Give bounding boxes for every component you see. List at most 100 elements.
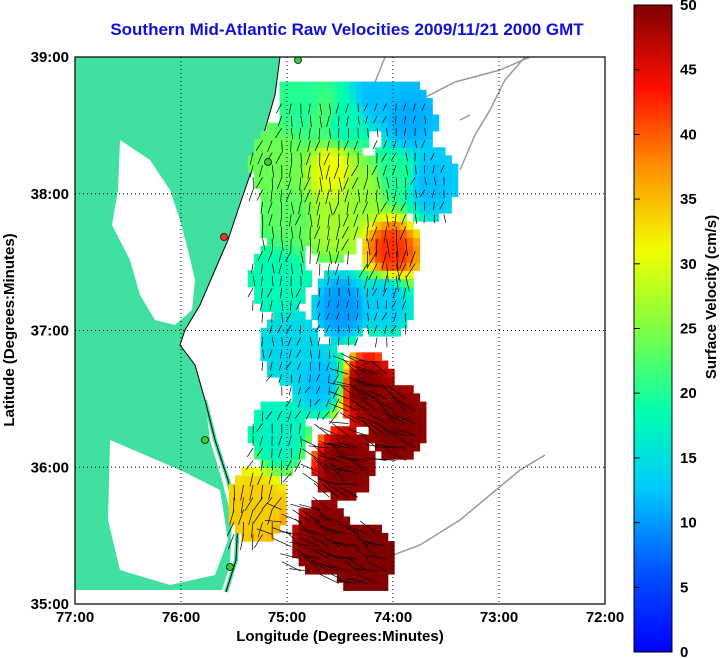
velocity-cell — [285, 130, 293, 140]
velocity-cell — [400, 89, 408, 99]
velocity-cell — [279, 500, 287, 509]
velocity-vector — [346, 577, 368, 584]
velocity-cell — [292, 409, 300, 419]
velocity-vector — [335, 103, 340, 114]
velocity-vector — [321, 484, 340, 498]
velocity-cell — [374, 352, 382, 362]
velocity-cell — [273, 139, 281, 148]
velocity-cell — [387, 368, 395, 378]
velocity-cell — [292, 442, 300, 452]
velocity-cell — [285, 98, 293, 107]
velocity-cell — [298, 401, 306, 411]
velocity-vector — [296, 140, 302, 152]
velocity-vector — [271, 164, 275, 178]
velocity-vector — [319, 573, 340, 584]
velocity-cell — [368, 188, 376, 198]
velocity-cell — [374, 434, 382, 444]
velocity-cell — [330, 508, 338, 518]
velocity-cell — [330, 549, 338, 559]
velocity-vector — [278, 251, 283, 263]
velocity-cell — [260, 253, 268, 263]
velocity-cell — [368, 311, 376, 321]
velocity-cell — [413, 89, 421, 99]
velocity-vector — [375, 337, 378, 348]
velocity-cell — [387, 426, 395, 436]
velocity-cell — [279, 335, 287, 345]
velocity-cell — [362, 253, 370, 263]
velocity-cell — [368, 368, 376, 378]
velocity-vector — [270, 361, 273, 371]
velocity-vector — [376, 201, 380, 215]
velocity-cell — [368, 286, 376, 296]
velocity-vector — [271, 263, 275, 274]
velocity-cell — [324, 475, 332, 485]
velocity-cell — [298, 360, 306, 370]
velocity-cell — [362, 352, 370, 362]
velocity-cell — [324, 327, 332, 337]
velocity-vector — [334, 263, 340, 276]
velocity-cell — [343, 573, 351, 583]
velocity-cell — [279, 212, 287, 222]
velocity-cell — [343, 319, 351, 329]
velocity-vector — [326, 361, 330, 371]
velocity-cell — [381, 89, 389, 99]
velocity-vector — [314, 398, 321, 406]
velocity-cell — [381, 122, 389, 132]
velocity-cell — [285, 278, 293, 288]
velocity-vector — [261, 361, 263, 372]
velocity-cell — [413, 409, 421, 419]
velocity-vector — [317, 337, 321, 346]
velocity-vector — [299, 325, 302, 335]
velocity-cell — [273, 212, 281, 222]
velocity-cell — [228, 508, 236, 518]
velocity-cell — [279, 344, 287, 353]
velocity-cell — [362, 549, 370, 559]
velocity-cell — [266, 434, 274, 444]
velocity-vector — [336, 483, 359, 486]
velocity-cell — [425, 188, 433, 198]
velocity-cell — [324, 171, 332, 181]
velocity-vector — [365, 384, 387, 387]
velocity-cell — [317, 459, 325, 468]
velocity-vector — [358, 360, 378, 363]
velocity-cell — [317, 532, 325, 542]
velocity-cell — [413, 393, 421, 403]
velocity-cell — [413, 204, 421, 214]
velocity-cell — [400, 229, 408, 239]
velocity-cell — [260, 270, 268, 280]
velocity-cell — [273, 163, 281, 173]
velocity-vector — [255, 177, 263, 189]
velocity-cell — [336, 163, 344, 173]
velocity-cell — [374, 188, 382, 198]
velocity-cell — [387, 106, 395, 116]
velocity-cell — [406, 278, 414, 288]
velocity-vector — [288, 349, 292, 359]
velocity-cell — [292, 393, 300, 403]
velocity-cell — [413, 147, 421, 157]
velocity-vector — [376, 177, 380, 189]
velocity-cell — [381, 139, 389, 148]
velocity-vector — [327, 540, 349, 547]
velocity-cell — [298, 524, 306, 534]
velocity-cell — [387, 565, 395, 575]
velocity-cell — [336, 573, 344, 583]
velocity-cell — [324, 122, 332, 132]
velocity-cell — [349, 278, 357, 288]
velocity-cell — [362, 409, 370, 419]
velocity-vector — [318, 478, 340, 486]
velocity-cell — [266, 147, 274, 157]
velocity-vector — [357, 574, 378, 584]
velocity-vector — [312, 496, 330, 510]
velocity-cell — [292, 426, 300, 436]
velocity-cell — [343, 368, 351, 378]
velocity-vector — [270, 189, 273, 202]
velocity-cell — [279, 278, 287, 288]
velocity-vector — [336, 468, 359, 474]
velocity-cell — [266, 360, 274, 370]
velocity-cell — [368, 418, 376, 427]
velocity-cell — [400, 188, 408, 198]
velocity-vector — [262, 238, 266, 251]
velocity-cell — [355, 385, 363, 395]
velocity-vector — [319, 549, 340, 560]
velocity-cell — [292, 532, 300, 542]
